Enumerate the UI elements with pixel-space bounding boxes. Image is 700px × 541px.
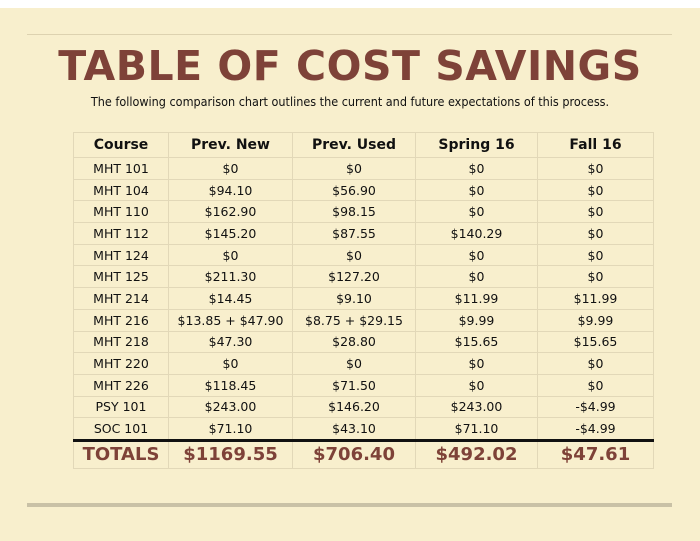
table-cell: $0 <box>415 157 538 180</box>
table-cell: $0 <box>415 200 538 224</box>
table-cell: $162.90 <box>168 200 293 224</box>
totals-cell: $1169.55 <box>168 439 293 469</box>
table-cell: $0 <box>292 157 416 180</box>
table-row: MHT 110 $162.90 $98.15 $0 $0 <box>73 200 654 224</box>
table-row: MHT 124 $0 $0 $0 $0 <box>73 243 654 267</box>
table-cell: $145.20 <box>168 222 293 245</box>
table-cell: $47.30 <box>168 330 293 354</box>
table-cell: $243.00 <box>415 395 538 419</box>
column-header: Spring 16 <box>415 132 538 158</box>
table-cell: MHT 112 <box>73 222 169 245</box>
table-cell: $98.15 <box>292 200 416 224</box>
table-cell: $8.75 + $29.15 <box>292 308 416 332</box>
table-cell: MHT 216 <box>73 308 169 332</box>
table-cell: $15.65 <box>415 330 538 354</box>
column-header: Prev. New <box>168 132 293 158</box>
table-cell: -$4.99 <box>537 417 654 442</box>
top-divider <box>27 34 672 35</box>
column-header: Fall 16 <box>537 132 654 158</box>
table-cell: $0 <box>537 222 654 245</box>
table-cell: $0 <box>537 178 654 202</box>
header-row: Course Prev. New Prev. Used Spring 16 Fall 1… <box>73 132 654 158</box>
table-cell: $0 <box>537 373 654 397</box>
slide: TABLE OF COST SAVINGS The following comp… <box>0 8 700 541</box>
bottom-divider <box>27 503 672 507</box>
table-cell: $0 <box>168 243 293 267</box>
table-cell: $0 <box>415 243 538 267</box>
table-cell: $9.99 <box>537 308 654 332</box>
table-row: MHT 104 $94.10 $56.90 $0 $0 <box>73 178 654 202</box>
totals-cell: $706.40 <box>292 439 416 469</box>
table-cell: $71.50 <box>292 373 416 397</box>
totals-cell: TOTALS <box>73 439 169 469</box>
table-cell: $0 <box>415 352 538 375</box>
table-row: MHT 226 $118.45 $71.50 $0 $0 <box>73 373 654 397</box>
table-cell: $0 <box>537 157 654 180</box>
table-cell: $9.10 <box>292 287 416 310</box>
table-cell: $140.29 <box>415 222 538 245</box>
totals-cell: $47.61 <box>537 439 654 469</box>
table-row: MHT 220 $0 $0 $0 $0 <box>73 352 654 375</box>
table-cell: $0 <box>292 352 416 375</box>
table-cell: PSY 101 <box>73 395 169 419</box>
table-cell: $0 <box>168 352 293 375</box>
totals-cell: $492.02 <box>415 439 538 469</box>
table-cell: MHT 110 <box>73 200 169 224</box>
cost-savings-table: Course Prev. New Prev. Used Spring 16 Fall 1… <box>73 132 654 469</box>
table-cell: SOC 101 <box>73 417 169 442</box>
table-cell: $0 <box>537 200 654 224</box>
table-row: MHT 214 $14.45 $9.10 $11.99 $11.99 <box>73 287 654 310</box>
table-cell: $0 <box>415 265 538 289</box>
table-cell: MHT 214 <box>73 287 169 310</box>
table-cell: $13.85 + $47.90 <box>168 308 293 332</box>
table-cell: MHT 220 <box>73 352 169 375</box>
table-cell: $94.10 <box>168 178 293 202</box>
column-header: Prev. Used <box>292 132 416 158</box>
table-cell: $0 <box>415 373 538 397</box>
table-cell: $15.65 <box>537 330 654 354</box>
table-cell: $0 <box>168 157 293 180</box>
table-cell: $0 <box>537 265 654 289</box>
table-row: MHT 101 $0 $0 $0 $0 <box>73 157 654 180</box>
table-cell: $243.00 <box>168 395 293 419</box>
table-cell: $9.99 <box>415 308 538 332</box>
table-cell: $146.20 <box>292 395 416 419</box>
table-cell: $0 <box>537 243 654 267</box>
table-cell: $0 <box>537 352 654 375</box>
table-cell: MHT 124 <box>73 243 169 267</box>
table-cell: $43.10 <box>292 417 416 442</box>
table-cell: $87.55 <box>292 222 416 245</box>
table-cell: $56.90 <box>292 178 416 202</box>
table-row: MHT 125 $211.30 $127.20 $0 $0 <box>73 265 654 289</box>
table-cell: -$4.99 <box>537 395 654 419</box>
table-cell: $127.20 <box>292 265 416 289</box>
table-cell: MHT 101 <box>73 157 169 180</box>
table-cell: $71.10 <box>415 417 538 442</box>
table-cell: $118.45 <box>168 373 293 397</box>
totals-row: TOTALS $1169.55 $706.40 $492.02 $47.61 <box>73 439 654 469</box>
table-cell: $71.10 <box>168 417 293 442</box>
table-cell: $28.80 <box>292 330 416 354</box>
table-cell: MHT 218 <box>73 330 169 354</box>
table-cell: MHT 104 <box>73 178 169 202</box>
table-cell: $14.45 <box>168 287 293 310</box>
table-cell: MHT 125 <box>73 265 169 289</box>
table-cell: $11.99 <box>537 287 654 310</box>
table-row: MHT 218 $47.30 $28.80 $15.65 $15.65 <box>73 330 654 354</box>
table-row: PSY 101 $243.00 $146.20 $243.00 -$4.99 <box>73 395 654 419</box>
subtitle: The following comparison chart outlines … <box>90 94 610 109</box>
page-title: TABLE OF COST SAVINGS <box>58 42 642 90</box>
table-row: MHT 216 $13.85 + $47.90 $8.75 + $29.15 $9.9… <box>73 308 654 332</box>
table-cell: $11.99 <box>415 287 538 310</box>
table-row: SOC 101 $71.10 $43.10 $71.10 -$4.99 <box>73 417 654 442</box>
table-cell: $0 <box>415 178 538 202</box>
table-cell: $211.30 <box>168 265 293 289</box>
column-header: Course <box>73 132 169 158</box>
table-row: MHT 112 $145.20 $87.55 $140.29 $0 <box>73 222 654 245</box>
table-cell: $0 <box>292 243 416 267</box>
table-cell: MHT 226 <box>73 373 169 397</box>
